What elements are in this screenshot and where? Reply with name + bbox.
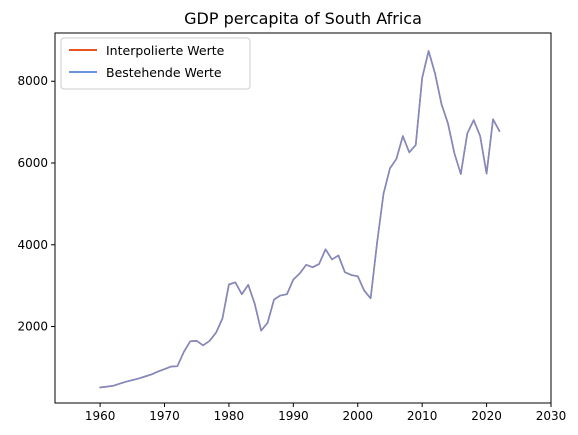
- x-tick-label-1990: 1990: [278, 409, 309, 423]
- y-tick-label-6000: 6000: [17, 156, 48, 170]
- x-tick-label-2010: 2010: [407, 409, 438, 423]
- legend-label-interpolierte-werte: Interpolierte Werte: [106, 43, 225, 58]
- x-tick-label-2030: 2030: [536, 409, 567, 423]
- y-tick-label-2000: 2000: [17, 320, 48, 334]
- y-tick-label-4000: 4000: [17, 238, 48, 252]
- series-line-bestehende-werte: [99, 50, 501, 389]
- legend-box: [60, 37, 251, 90]
- axes-layer: 1960 1970 1980 1990 2000 2010 2020 2030 2000 4000…: [17, 74, 566, 423]
- legend: Interpolierte Werte Bestehende Werte: [60, 37, 251, 90]
- y-tick-label-8000: 8000: [17, 74, 48, 88]
- legend-label-bestehende-werte: Bestehende Werte: [106, 65, 222, 80]
- x-tick-label-2000: 2000: [342, 409, 373, 423]
- series-layer: [99, 50, 501, 389]
- x-tick-label-1980: 1980: [214, 409, 245, 423]
- x-tick-label-1970: 1970: [149, 409, 180, 423]
- chart-title: GDP percapita of South Africa: [184, 9, 422, 28]
- x-tick-label-2020: 2020: [471, 409, 502, 423]
- plot-area: [54, 32, 552, 404]
- x-tick-label-1960: 1960: [85, 409, 116, 423]
